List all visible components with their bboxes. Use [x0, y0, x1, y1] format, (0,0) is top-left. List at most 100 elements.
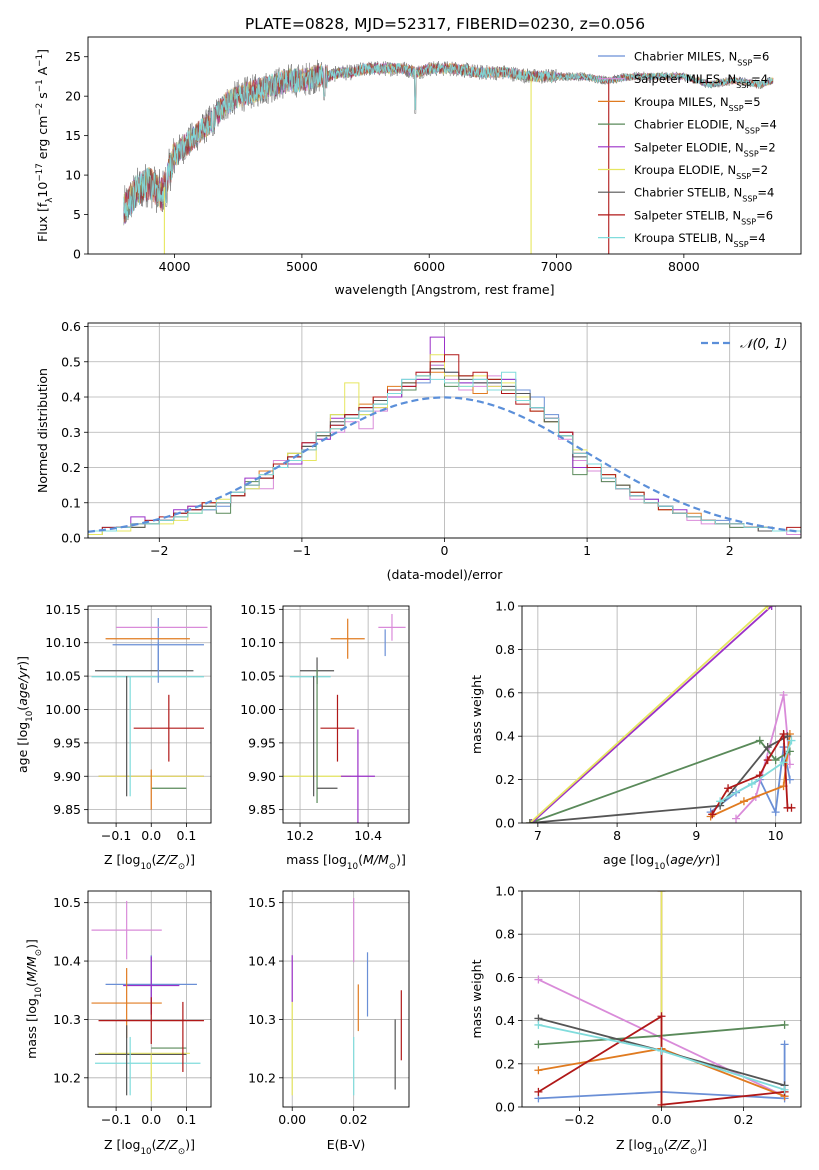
x-tick-label: 8 — [613, 828, 621, 843]
x-tick-label: 0.00 — [278, 1112, 306, 1127]
y-tick-label: 10.4 — [53, 954, 81, 969]
weight-marker — [708, 810, 717, 819]
x-tick-label: 0.02 — [340, 1112, 368, 1127]
y-tick-label: 0 — [73, 247, 81, 262]
axes-frame — [282, 890, 410, 1108]
massweight-vs-age-panel: 7 8 9 10 0.0 0.2 0.4 0.6 0.8 1.0 age [log10(age/yr… — [469, 599, 802, 872]
x-tick-label: −2 — [150, 543, 168, 558]
x-tick-label: 10.4 — [354, 828, 382, 843]
weight-marker — [747, 779, 756, 788]
x-tick-label: 2 — [726, 543, 734, 558]
x-tick-label: 9 — [692, 828, 700, 843]
spectrum-lines — [123, 59, 774, 254]
y-tick-label: 0.0 — [61, 531, 81, 546]
y-tick-label: 0.0 — [495, 816, 515, 831]
legend-label: Chabrier MILES, NSSP=6 — [634, 50, 769, 68]
grid — [283, 606, 409, 823]
weight-marker — [534, 1020, 543, 1029]
legend-label: Salpeter STELIB, NSSP=6 — [634, 208, 773, 226]
x-tick-label: −0.1 — [101, 828, 131, 843]
massweight-vs-metallicity-panel: −0.2 0.0 0.2 0.0 0.2 0.4 0.6 0.8 1.0 Z [log10(Z/Z… — [469, 884, 802, 1157]
axes-frame — [521, 605, 802, 824]
weight-marker — [780, 1020, 789, 1029]
y-tick-label: 9.90 — [53, 769, 81, 784]
y-tick-label: 10.00 — [45, 702, 81, 717]
y-tick-label: 20 — [65, 89, 81, 104]
plot-area — [88, 336, 801, 538]
age-vs-mass-panel: 10.2 10.4 9.85 9.90 9.95 10.00 10.05 10.10 10.15… — [240, 602, 410, 872]
weight-line-kroupa-miles — [710, 733, 791, 818]
legend-label: Salpeter MILES, NSSP=4 — [634, 72, 768, 90]
y-tick-label: 10.2 — [53, 1070, 81, 1085]
axes: −0.2 0.0 0.2 0.0 0.2 0.4 0.6 0.8 1.0 — [495, 884, 802, 1127]
weight-lines — [525, 606, 796, 823]
axes: −0.1 0.0 0.1 10.2 10.3 10.4 10.5 — [53, 890, 212, 1127]
y-tick-label: 0.4 — [61, 390, 81, 405]
mass-vs-metallicity-panel: −0.1 0.0 0.1 10.2 10.3 10.4 10.5 Z [log10(Z/Z⊙)… — [24, 890, 212, 1157]
weight-marker — [763, 756, 772, 765]
weight-marker — [780, 1040, 789, 1049]
x-tick-label: 5000 — [286, 259, 318, 274]
y-tick-label: 0.3 — [61, 425, 81, 440]
y-tick-label: 0.6 — [495, 685, 515, 700]
y-tick-label: 10 — [65, 168, 81, 183]
y-tick-label: 0.8 — [495, 642, 515, 657]
y-tick-label: 1.0 — [495, 884, 515, 899]
residual-histogram-panel: −2 −1 0 1 2 0.0 0.1 0.2 0.3 0.4 0.5 0.6 𝒩(0, 1) (data… — [35, 319, 802, 582]
axes: 0.00 0.02 10.2 10.3 10.4 10.5 — [248, 890, 410, 1127]
legend-label: Chabrier STELIB, NSSP=4 — [634, 186, 774, 204]
y-tick-label: 1.0 — [495, 599, 515, 614]
x-axis-label: Z [log10(Z/Z⊙)] — [616, 1137, 707, 1157]
weight-marker — [534, 1087, 543, 1096]
axes: 10.2 10.4 9.85 9.90 9.95 10.00 10.05 10.10 10.15 — [240, 602, 410, 843]
y-tick-label: 9.95 — [248, 735, 276, 750]
errorbars — [91, 618, 208, 810]
y-tick-label: 0.4 — [495, 1013, 515, 1028]
axes: −0.1 0.0 0.1 9.85 9.90 9.95 10.00 10.05 10.10 10.… — [45, 602, 212, 843]
weight-marker — [763, 606, 772, 610]
x-axis-label: E(B-V) — [327, 1137, 366, 1152]
weight-marker — [657, 1012, 666, 1021]
y-tick-label: 0.2 — [495, 772, 515, 787]
plot-area — [123, 59, 774, 254]
errorbars — [283, 614, 406, 823]
legend-label: Chabrier ELODIE, NSSP=4 — [634, 118, 777, 136]
weight-marker — [780, 1085, 789, 1094]
y-tick-label: 25 — [65, 49, 81, 64]
weight-marker — [534, 1066, 543, 1075]
errorbars — [291, 898, 402, 1096]
mass-vs-ebv-panel: 0.00 0.02 10.2 10.3 10.4 10.5 E(B-V) — [248, 890, 410, 1152]
weight-marker — [657, 1046, 666, 1055]
plot-area — [291, 898, 402, 1096]
x-axis-label: (data-model)/error — [387, 567, 504, 582]
y-tick-label: 0.0 — [495, 1100, 515, 1115]
weight-marker — [739, 797, 748, 806]
y-tick-label: 0.5 — [61, 354, 81, 369]
errorbars — [91, 900, 204, 1102]
weight-marker — [785, 775, 794, 784]
x-tick-label: 1 — [583, 543, 591, 558]
plot-area — [91, 900, 204, 1102]
figure-title: PLATE=0828, MJD=52317, FIBERID=0230, z=0… — [245, 15, 645, 33]
x-tick-label: −1 — [293, 543, 311, 558]
y-tick-label: 0.4 — [495, 729, 515, 744]
x-axis-label: age [log10(age/yr)] — [603, 852, 720, 872]
y-axis-label: age [log10(age/yr)] — [15, 656, 35, 773]
y-tick-label: 0.2 — [495, 1056, 515, 1071]
weight-lines — [534, 891, 789, 1107]
y-tick-label: 9.95 — [53, 735, 81, 750]
x-tick-label: 8000 — [668, 259, 700, 274]
legend: 𝒩(0, 1) — [701, 337, 787, 352]
x-tick-label: 0.0 — [141, 1112, 161, 1127]
weight-marker — [779, 730, 788, 739]
weight-marker — [657, 891, 666, 895]
y-tick-label: 9.90 — [248, 769, 276, 784]
weight-marker — [771, 808, 780, 817]
y-tick-label: 10.3 — [248, 1012, 276, 1027]
y-tick-label: 10.3 — [53, 1012, 81, 1027]
x-tick-label: 0.1 — [176, 828, 196, 843]
y-tick-label: 10.05 — [240, 669, 276, 684]
weight-marker — [732, 814, 741, 823]
x-tick-label: −0.1 — [101, 1112, 131, 1127]
